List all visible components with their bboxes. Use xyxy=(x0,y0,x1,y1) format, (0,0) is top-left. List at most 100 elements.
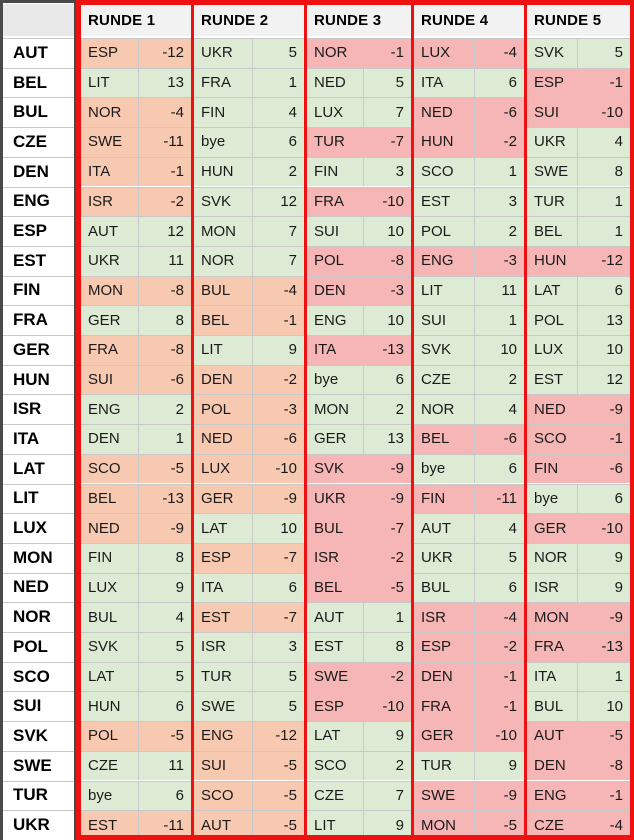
cell-divider xyxy=(363,810,364,840)
opponent-cell: NED xyxy=(527,394,577,425)
cell-divider xyxy=(363,97,364,128)
cell-divider xyxy=(363,186,364,217)
opponent-cell: MON xyxy=(527,602,577,632)
cell-divider xyxy=(138,67,139,98)
cell-divider xyxy=(138,750,139,781)
cell-divider xyxy=(252,335,253,365)
cell-divider xyxy=(474,245,475,276)
row-divider xyxy=(3,127,631,129)
cell-divider xyxy=(252,216,253,246)
opponent-cell: HUN xyxy=(81,691,138,722)
score-cell: 3 xyxy=(363,156,411,187)
score-cell: -2 xyxy=(252,364,304,395)
country-label: BEL xyxy=(13,72,47,92)
score-cell: -2 xyxy=(474,632,524,662)
opponent-cell: SCO xyxy=(527,424,577,454)
row-divider xyxy=(3,38,631,39)
country-label: DEN xyxy=(13,161,49,181)
opponent-cell: AUT xyxy=(194,810,252,840)
score-cell: -11 xyxy=(138,127,191,157)
cell-divider xyxy=(138,453,139,484)
row-divider xyxy=(3,275,631,277)
cell-divider xyxy=(138,780,139,811)
cell-divider xyxy=(474,691,475,722)
score-cell: 6 xyxy=(138,691,191,722)
score-cell: -10 xyxy=(577,97,630,128)
score-cell: -2 xyxy=(474,127,524,157)
score-cell: 9 xyxy=(363,721,411,751)
opponent-cell: LIT xyxy=(414,275,474,306)
opponent-cell: TUR xyxy=(527,186,577,217)
row-divider xyxy=(3,394,631,396)
opponent-cell: bye xyxy=(81,780,138,811)
opponent-cell: SCO xyxy=(307,750,363,781)
cell-divider xyxy=(363,453,364,484)
opponent-cell: LIT xyxy=(307,810,363,840)
cell-divider xyxy=(252,810,253,840)
score-cell: 9 xyxy=(252,335,304,365)
score-cell: -3 xyxy=(363,275,411,306)
cell-divider xyxy=(138,156,139,187)
score-cell: 7 xyxy=(363,780,411,811)
cell-divider xyxy=(474,513,475,543)
row-divider xyxy=(3,67,631,69)
cell-divider xyxy=(252,424,253,454)
country-label: SWE xyxy=(13,755,52,775)
cell-divider xyxy=(138,186,139,217)
score-cell: 12 xyxy=(138,216,191,246)
cell-divider xyxy=(474,216,475,246)
opponent-cell: FIN xyxy=(81,542,138,573)
cell-divider xyxy=(474,335,475,365)
opponent-cell: FRA xyxy=(81,335,138,365)
score-cell: 5 xyxy=(577,38,630,68)
score-cell: -5 xyxy=(252,780,304,811)
score-cell: -3 xyxy=(252,394,304,425)
opponent-cell: SVK xyxy=(307,453,363,484)
score-cell: 12 xyxy=(577,364,630,395)
opponent-cell: ESP xyxy=(194,542,252,573)
score-cell: 3 xyxy=(474,186,524,217)
score-cell: 9 xyxy=(363,810,411,840)
round-header: RUNDE 1 xyxy=(81,4,191,36)
opponent-cell: SVK xyxy=(81,632,138,662)
opponent-cell: EST xyxy=(414,186,474,217)
country-label: BUL xyxy=(13,102,48,122)
score-cell: 6 xyxy=(363,364,411,395)
cell-divider xyxy=(363,542,364,573)
cell-divider xyxy=(363,602,364,632)
row-divider xyxy=(3,216,631,218)
opponent-cell: ITA xyxy=(527,661,577,692)
opponent-cell: HUN xyxy=(414,127,474,157)
country-label: EST xyxy=(13,250,47,270)
row-divider xyxy=(3,780,631,782)
score-cell: -10 xyxy=(252,453,304,484)
frame-border xyxy=(0,0,79,3)
score-cell: -1 xyxy=(252,305,304,335)
frame-border xyxy=(0,2,3,840)
cell-divider xyxy=(363,216,364,246)
score-cell: -12 xyxy=(138,38,191,68)
opponent-cell: FIN xyxy=(307,156,363,187)
cell-divider xyxy=(577,394,578,425)
opponent-cell: NED xyxy=(307,67,363,98)
opponent-cell: NOR xyxy=(414,394,474,425)
score-cell: -6 xyxy=(474,97,524,128)
score-cell: 1 xyxy=(252,67,304,98)
opponent-cell: BUL xyxy=(81,602,138,632)
opponent-cell: FRA xyxy=(194,67,252,98)
round-header: RUNDE 4 xyxy=(414,4,524,36)
score-cell: 7 xyxy=(252,216,304,246)
cell-divider xyxy=(474,67,475,98)
score-cell: -8 xyxy=(577,750,630,781)
country-label: NOR xyxy=(13,607,51,627)
opponent-cell: LUX xyxy=(527,335,577,365)
cell-divider xyxy=(474,632,475,662)
cell-divider xyxy=(474,542,475,573)
score-cell: 4 xyxy=(577,127,630,157)
country-label: POL xyxy=(13,636,48,656)
score-cell: 13 xyxy=(577,305,630,335)
opponent-cell: UKR xyxy=(307,483,363,514)
opponent-cell: ITA xyxy=(307,335,363,365)
outer-frame xyxy=(76,0,634,840)
opponent-cell: LAT xyxy=(194,513,252,543)
